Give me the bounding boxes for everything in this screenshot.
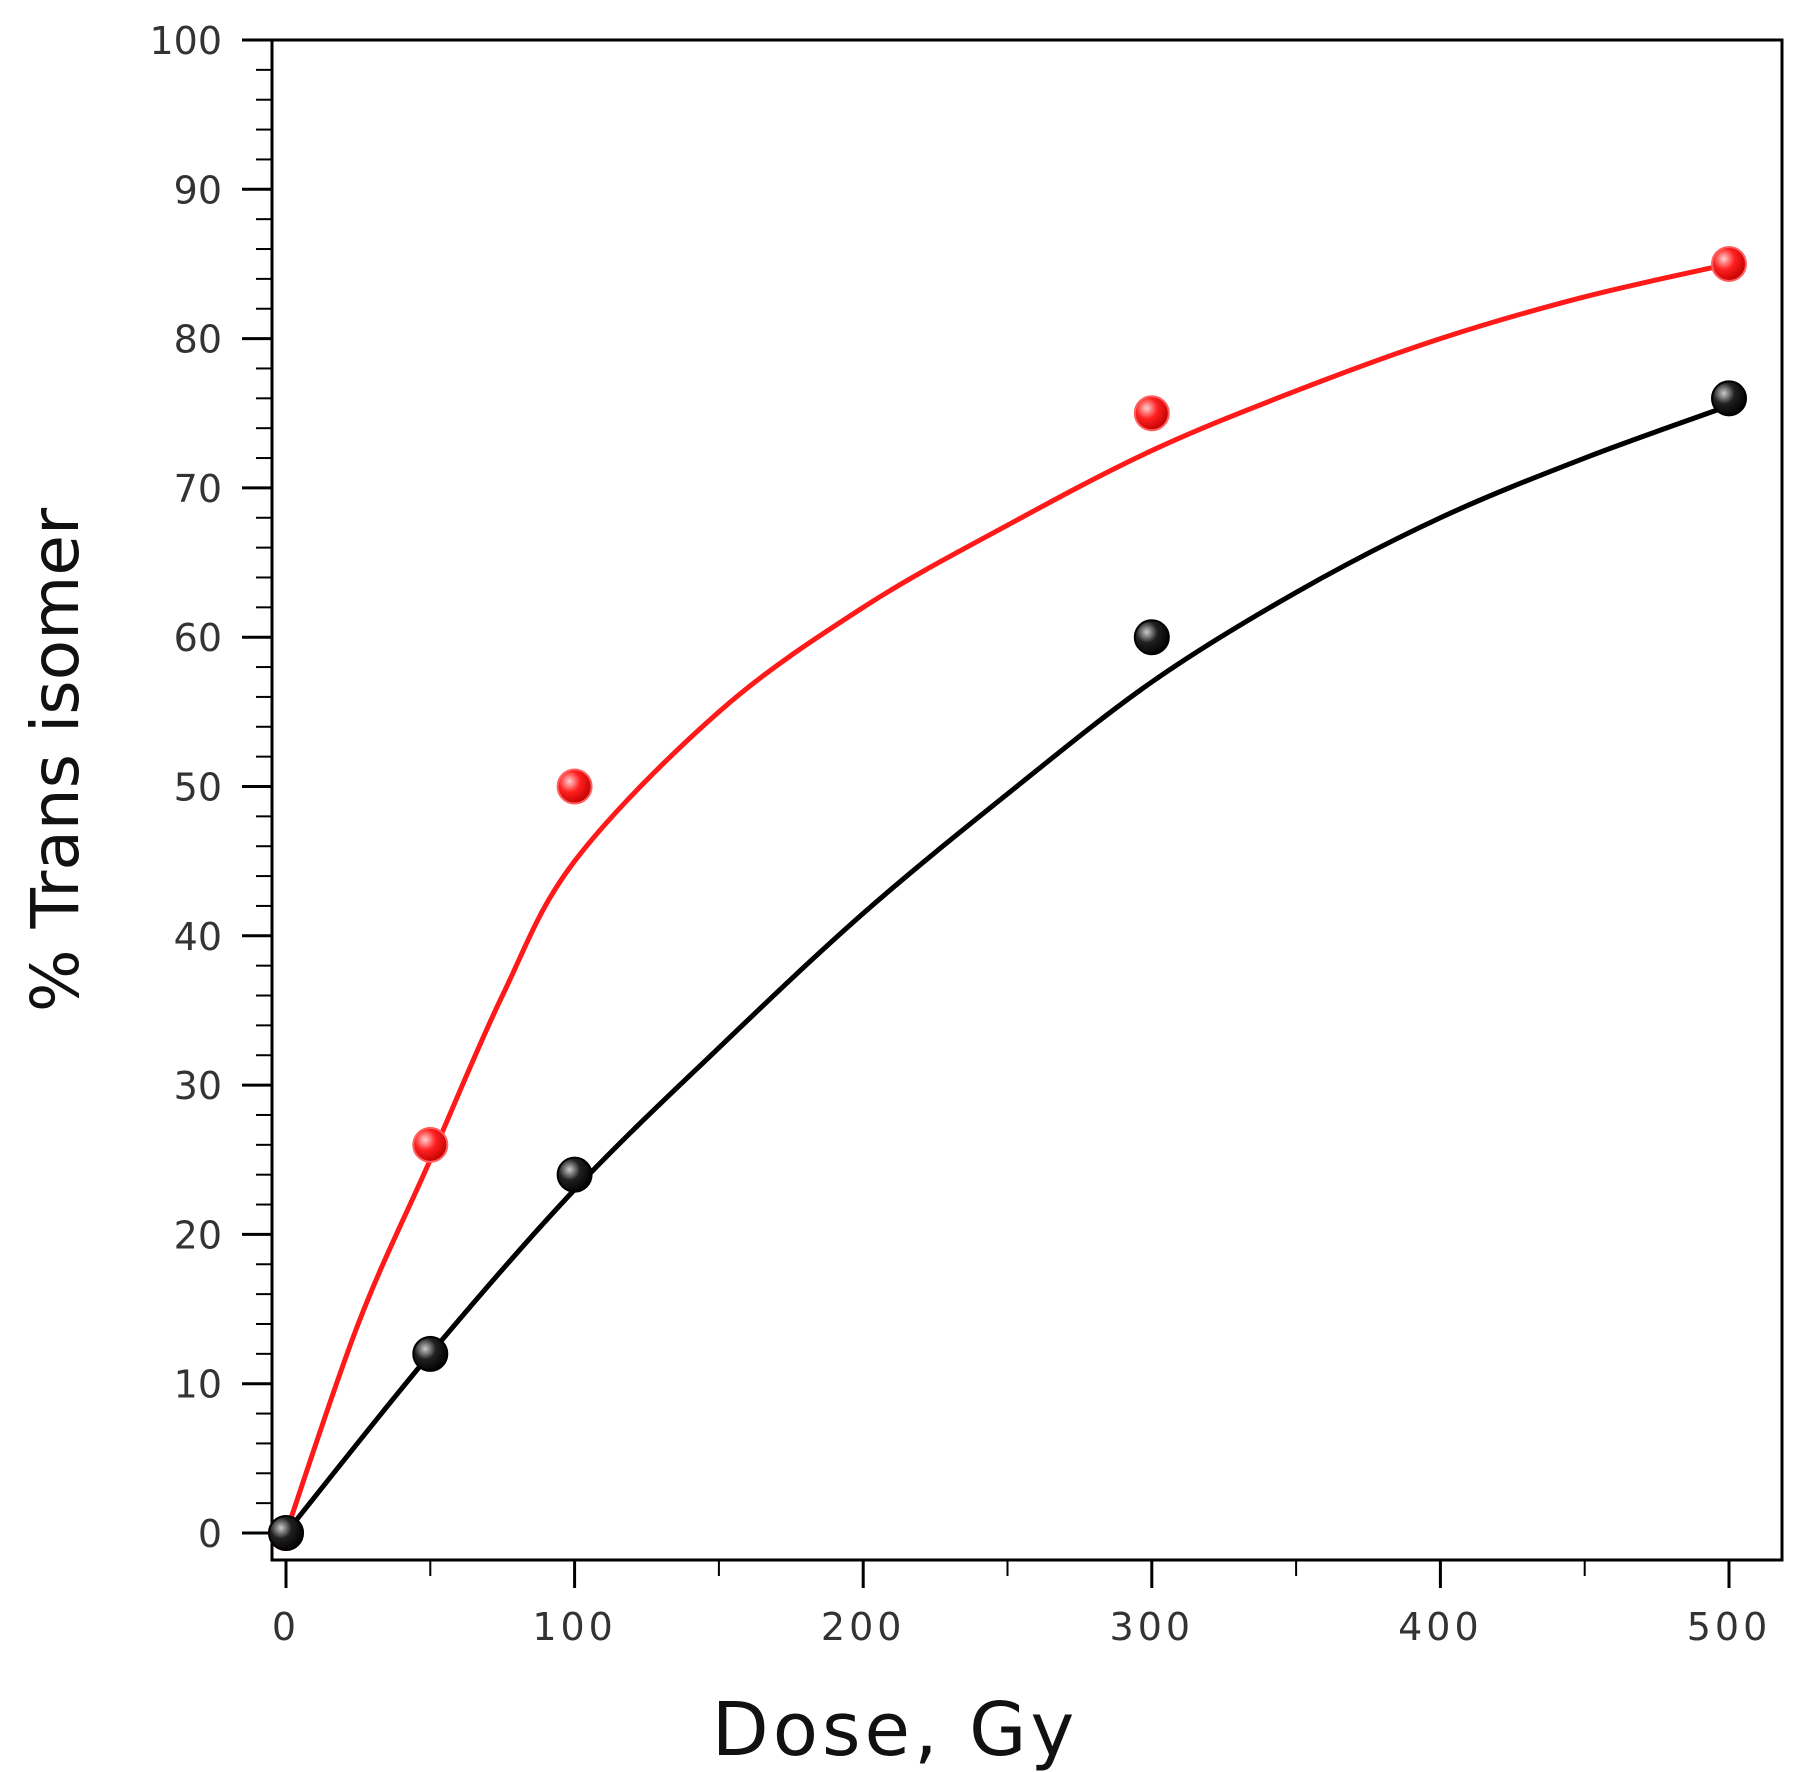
- plot-frame: [270, 38, 1784, 1562]
- data-point-0: [556, 768, 593, 805]
- data-point-1: [556, 1156, 593, 1193]
- x-tick-label: 0: [272, 1605, 300, 1649]
- y-tick-label: 20: [174, 1213, 222, 1257]
- data-point-1: [268, 1515, 304, 1551]
- data-point-1: [1711, 380, 1747, 417]
- y-axis-ticks: 0 10 20 30 40 50 60 70 80 90 100: [149, 19, 272, 1556]
- y-tick-label: 30: [174, 1064, 222, 1108]
- data-point-1: [1133, 619, 1170, 656]
- data-point-0: [1133, 395, 1170, 432]
- y-tick-label: 90: [174, 168, 222, 212]
- fit-curve-0: [283, 261, 1732, 1536]
- y-tick-label: 80: [174, 318, 222, 362]
- fit-curve-1: [283, 403, 1732, 1536]
- x-tick-label: 100: [532, 1605, 617, 1649]
- data-point-0: [1711, 245, 1747, 282]
- y-tick-label: 100: [149, 19, 222, 63]
- y-tick-label: 10: [174, 1363, 222, 1407]
- x-tick-label: 300: [1110, 1605, 1195, 1649]
- x-tick-label: 400: [1398, 1605, 1483, 1649]
- y-tick-label: 70: [174, 467, 222, 511]
- y-tick-label: 0: [198, 1512, 222, 1556]
- data-points: [268, 245, 1747, 1551]
- x-axis-ticks: 0 100 200 300 400 500: [272, 1560, 1772, 1649]
- y-tick-label: 50: [174, 766, 222, 810]
- y-tick-label: 60: [174, 616, 222, 660]
- fit-curves: [283, 261, 1732, 1536]
- data-point-1: [412, 1335, 449, 1372]
- y-axis-title: % Trans isomer: [17, 507, 94, 1012]
- x-axis-title: Dose, Gy: [712, 1687, 1079, 1772]
- data-point-0: [412, 1126, 449, 1163]
- y-tick-label: 40: [174, 915, 222, 959]
- x-tick-label: 500: [1687, 1605, 1772, 1649]
- x-tick-label: 200: [821, 1605, 906, 1649]
